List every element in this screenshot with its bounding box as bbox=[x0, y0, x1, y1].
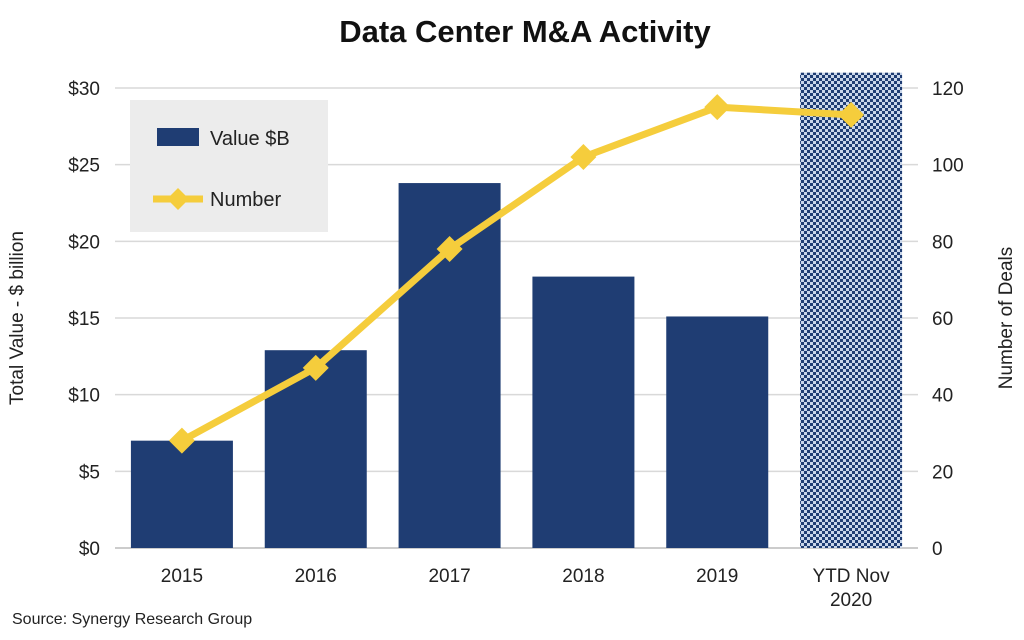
bar bbox=[130, 440, 233, 548]
y-axis-label: Total Value - $ billion bbox=[7, 231, 28, 405]
y2-tick-label: 20 bbox=[932, 462, 953, 483]
y-tick-label: $20 bbox=[68, 232, 100, 253]
bar bbox=[666, 316, 769, 548]
x-tick-label: 2016 bbox=[295, 566, 337, 587]
x-tick-label: 2020 bbox=[830, 590, 872, 611]
y2-tick-label: 0 bbox=[932, 539, 943, 560]
y2-tick-label: 120 bbox=[932, 79, 964, 100]
x-tick-label: 2017 bbox=[428, 566, 470, 587]
y2-tick-label: 100 bbox=[932, 156, 964, 177]
x-tick-label: 2019 bbox=[696, 566, 738, 587]
line-marker bbox=[838, 101, 865, 128]
x-tick-label: 2015 bbox=[161, 566, 203, 587]
legend-label-value: Value $B bbox=[210, 128, 290, 150]
line-marker bbox=[570, 144, 597, 170]
y2-axis-label: Number of Deals bbox=[996, 247, 1017, 390]
source-note: Source: Synergy Research Group bbox=[12, 611, 252, 628]
y-tick-label: $5 bbox=[79, 462, 100, 483]
y-tick-label: $25 bbox=[68, 156, 100, 177]
bar bbox=[532, 276, 635, 548]
y2-tick-label: 60 bbox=[932, 309, 953, 330]
x-tick-label: 2018 bbox=[562, 566, 604, 587]
legend: Value $B Number bbox=[130, 100, 328, 232]
series-line bbox=[180, 103, 852, 444]
x-tick-label: YTD Nov bbox=[813, 566, 891, 587]
y-tick-label: $0 bbox=[79, 539, 100, 560]
y-tick-label: $15 bbox=[68, 309, 100, 330]
line-marker bbox=[436, 236, 463, 262]
line-marker bbox=[302, 354, 329, 381]
y2-tick-label: 80 bbox=[932, 232, 953, 253]
legend-label-number: Number bbox=[210, 189, 281, 211]
legend-marker-number bbox=[167, 188, 189, 210]
chart-title: Data Center M&A Activity bbox=[339, 14, 711, 49]
line-marker bbox=[168, 427, 195, 454]
legend-swatch-value bbox=[157, 128, 199, 146]
bar bbox=[800, 72, 903, 549]
line-marker bbox=[704, 94, 731, 121]
y2-tick-label: 40 bbox=[932, 386, 953, 407]
y-tick-label: $30 bbox=[68, 79, 100, 100]
y-tick-label: $10 bbox=[68, 386, 100, 407]
